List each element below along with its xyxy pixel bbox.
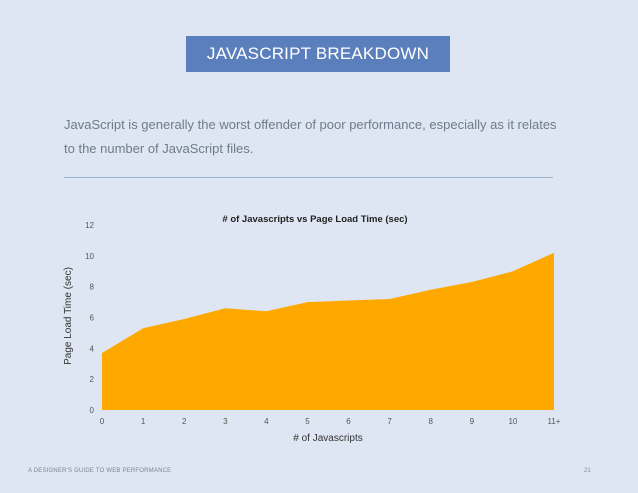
y-axis-label: Page Load Time (sec) [63, 267, 74, 365]
x-tick-label: 6 [346, 417, 351, 426]
y-tick-label: 12 [85, 221, 94, 230]
footer-page-number: 21 [584, 468, 591, 474]
x-tick-label: 1 [141, 417, 146, 426]
y-tick-label: 8 [90, 283, 95, 292]
x-tick-label: 9 [470, 417, 475, 426]
slide-title: JAVASCRIPT BREAKDOWN [206, 44, 430, 63]
y-tick-label: 4 [90, 344, 95, 353]
y-tick-label: 0 [90, 406, 95, 415]
x-tick-label: 3 [223, 417, 228, 426]
x-axis-label: # of Javascripts [293, 433, 362, 444]
x-tick-label: 8 [428, 417, 433, 426]
chart-title: # of Javascripts vs Page Load Time (sec) [222, 214, 408, 225]
x-tick-label: 11+ [548, 417, 561, 426]
load-time-area [102, 252, 554, 410]
y-tick-label: 10 [85, 252, 94, 261]
x-tick-label: 7 [387, 417, 392, 426]
x-tick-label: 0 [100, 417, 105, 426]
x-tick-label: 2 [182, 417, 187, 426]
footer-guide-title: A DESIGNER'S GUIDE TO WEB PERFORMANCE [28, 468, 172, 474]
y-axis-ticks: 0 2 4 6 8 10 12 [85, 221, 94, 415]
x-axis-ticks: 0 1 2 3 4 5 6 7 8 9 10 11+ [100, 417, 561, 426]
y-tick-label: 2 [90, 375, 95, 384]
divider-line [64, 177, 553, 178]
x-tick-label: 5 [305, 417, 310, 426]
x-tick-label: 4 [264, 417, 269, 426]
x-tick-label: 10 [508, 417, 517, 426]
y-tick-label: 6 [90, 314, 95, 323]
slide-title-banner: JAVASCRIPT BREAKDOWN [186, 36, 450, 72]
intro-text: JavaScript is generally the worst offend… [64, 117, 557, 156]
